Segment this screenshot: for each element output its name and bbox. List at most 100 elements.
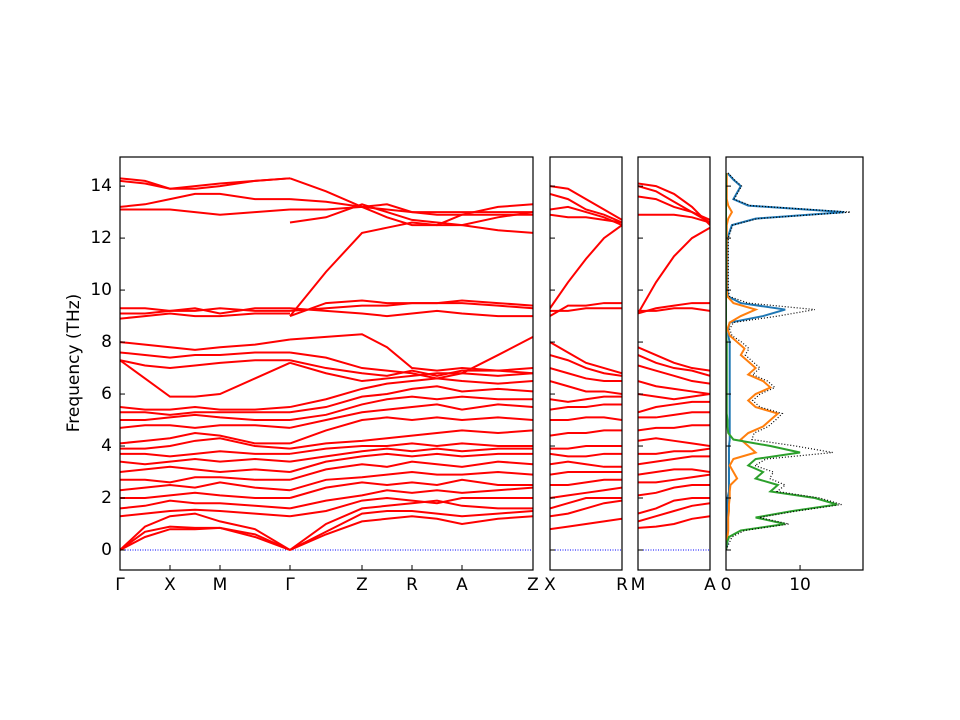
band-line [638, 437, 710, 448]
band-line [638, 497, 710, 515]
x-tick-label: A [456, 575, 468, 595]
band-line [289, 403, 533, 429]
band-line [120, 432, 290, 445]
x-tick-label: M [213, 575, 228, 595]
band-line [638, 473, 710, 484]
band-line [120, 508, 291, 518]
plot-area [550, 185, 622, 551]
band-line [120, 437, 291, 450]
band-line [638, 364, 710, 385]
band-line [120, 476, 290, 484]
band-line [289, 361, 533, 383]
y-tick-label: 6 [101, 384, 112, 404]
band-line [120, 177, 291, 190]
band-line [638, 400, 710, 414]
band-line [289, 335, 533, 380]
band-line [120, 359, 291, 398]
band-line [550, 205, 622, 227]
band-line [550, 499, 622, 518]
axes-frame [549, 156, 623, 571]
band-line [638, 424, 710, 432]
band-line [550, 486, 622, 499]
band-line [120, 481, 291, 492]
x-tick-label: Z [356, 575, 368, 595]
band-line [550, 416, 622, 422]
band-line [638, 447, 710, 455]
band-line [638, 226, 710, 314]
x-tick-label: A [704, 575, 716, 595]
band-line [289, 460, 533, 481]
band-line [289, 307, 533, 318]
band-line [289, 221, 533, 317]
band-line [120, 526, 291, 551]
band-line [120, 499, 291, 510]
x-tick-label: Z [527, 575, 539, 595]
band-line [120, 307, 290, 315]
y-tick-label: 8 [101, 332, 112, 352]
band-line [289, 486, 533, 510]
dos-line [726, 173, 838, 551]
band-line [638, 182, 710, 226]
band-line [120, 351, 290, 359]
band-line [120, 512, 291, 551]
band-line [120, 424, 291, 429]
band-line [550, 367, 622, 383]
band-line [638, 380, 710, 396]
band-line [120, 411, 290, 416]
y-tick-label: 4 [101, 436, 112, 456]
band-line [550, 517, 622, 531]
band-line [120, 450, 290, 458]
x-tick-label: 0 [721, 575, 732, 595]
band-line [550, 341, 622, 375]
band-line [289, 429, 533, 450]
band-line [120, 525, 291, 551]
band-line [120, 406, 291, 411]
plot-area [120, 177, 533, 551]
band-line [120, 359, 290, 370]
band-line [120, 465, 291, 474]
band-line [120, 491, 290, 499]
band-line [638, 307, 710, 312]
y-tick-label: 12 [90, 228, 112, 248]
band-line [550, 302, 622, 317]
band-line [638, 484, 710, 497]
x-tick-label: X [164, 575, 176, 595]
band-line [638, 393, 710, 401]
x-tick-label: M [631, 575, 646, 595]
y-tick-label: 0 [101, 540, 112, 560]
dos-line [726, 172, 851, 551]
band-line [289, 333, 533, 372]
band-line [550, 192, 622, 224]
x-tick-label: X [544, 575, 556, 595]
y-tick-label: 10 [90, 280, 112, 300]
x-tick-label: R [406, 575, 418, 595]
band-line [550, 429, 622, 437]
band-line [289, 478, 533, 499]
band-line [550, 380, 622, 396]
x-tick-label: Γ [285, 575, 295, 595]
band-line [289, 496, 533, 518]
y-tick-label: 2 [101, 488, 112, 508]
band-line [289, 299, 533, 312]
x-tick-label: Γ [115, 575, 125, 595]
plot-area [726, 172, 851, 551]
band-line [550, 403, 622, 411]
band-line [289, 385, 533, 414]
band-line [638, 515, 710, 529]
band-line [289, 395, 533, 422]
dos-line [726, 172, 845, 551]
band-line [550, 307, 622, 312]
band-line [120, 312, 290, 320]
band-line [289, 515, 533, 551]
band-line [289, 452, 533, 473]
band-line [550, 460, 622, 468]
band-line [289, 203, 533, 227]
axes-frame [725, 156, 864, 571]
band-line [289, 442, 533, 455]
band-line [550, 395, 622, 403]
band-line [550, 445, 622, 450]
band-line [289, 177, 533, 216]
band-line [638, 185, 710, 221]
band-line [120, 307, 290, 315]
